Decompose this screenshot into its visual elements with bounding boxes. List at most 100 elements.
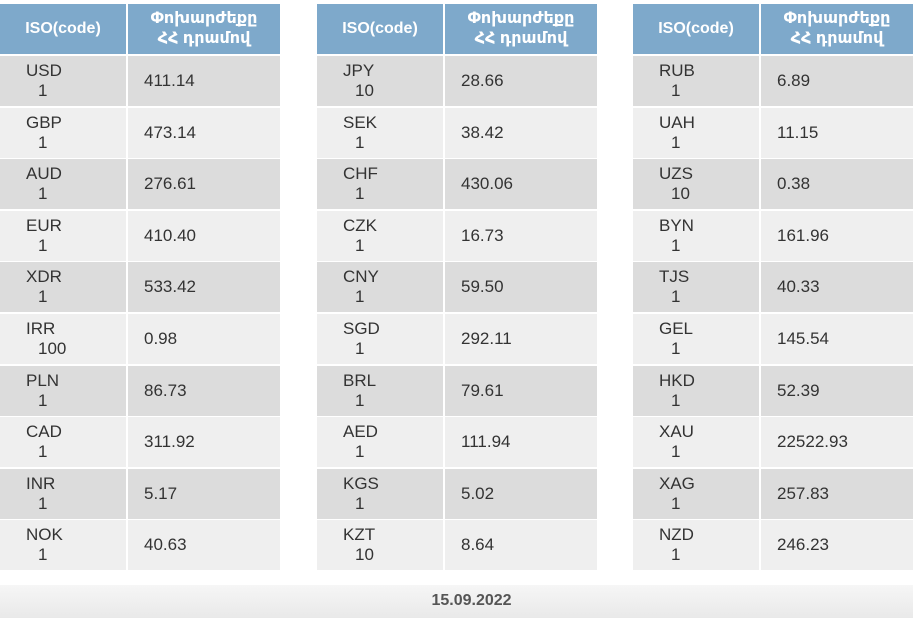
table-row: UAH 1 11.15	[633, 107, 913, 158]
exchange-rate-value: 8.64	[445, 520, 597, 571]
exchange-rate-value: 0.38	[761, 159, 913, 210]
exchange-rate-value: 86.73	[128, 365, 280, 416]
header-iso-code: ISO(code)	[633, 4, 759, 54]
currency-iso: NZD	[659, 525, 694, 545]
currency-units: 1	[355, 390, 365, 410]
exchange-rate-value: 59.50	[445, 262, 597, 313]
currency-units: 1	[38, 235, 48, 255]
table-row: USD 1 411.14	[0, 56, 280, 106]
header-rate-line1: Փոխարժեքը	[783, 10, 891, 27]
currency-code-cell: AUD 1	[0, 159, 126, 210]
header-iso-code: ISO(code)	[317, 4, 443, 54]
currency-code-cell: CAD 1	[0, 417, 126, 468]
exchange-rate-value: 5.02	[445, 468, 597, 519]
table-row: XDR 1 533.42	[0, 262, 280, 313]
currency-units: 1	[671, 235, 681, 255]
table-row: KZT 10 8.64	[317, 520, 597, 571]
currency-code-cell: RUB 1	[633, 56, 759, 106]
currency-iso: EUR	[26, 215, 62, 235]
currency-code-cell: PLN 1	[0, 365, 126, 416]
table-row: IRR 100 0.98	[0, 313, 280, 364]
currency-iso: SGD	[343, 318, 380, 338]
header-rate-line1: Փոխարժեքը	[467, 10, 575, 27]
exchange-rate-value: 246.23	[761, 520, 913, 571]
header-rate-line2: ՀՀ դրամով	[474, 30, 568, 47]
currency-iso: XAU	[659, 422, 694, 442]
header-rate: Փոխարժեքը ՀՀ դրամով	[128, 4, 280, 54]
currency-iso: INR	[26, 473, 56, 493]
currency-units: 1	[355, 338, 365, 358]
currency-iso: GEL	[659, 318, 694, 338]
currency-iso: BYN	[659, 215, 694, 235]
table-row: SEK 1 38.42	[317, 107, 597, 158]
currency-code-cell: BYN 1	[633, 210, 759, 261]
header-rate-line2: ՀՀ դրամով	[157, 30, 251, 47]
currency-units: 1	[671, 442, 681, 462]
currency-iso: NOK	[26, 525, 63, 545]
exchange-rate-value: 11.15	[761, 107, 913, 158]
table-row: RUB 1 6.89	[633, 56, 913, 106]
currency-units: 1	[671, 81, 681, 100]
table-row: CAD 1 311.92	[0, 417, 280, 468]
currency-code-cell: CZK 1	[317, 210, 443, 261]
currency-code-cell: IRR 100	[0, 313, 126, 364]
currency-iso: TJS	[659, 267, 690, 287]
currency-units: 10	[355, 81, 374, 100]
exchange-rate-value: 276.61	[128, 159, 280, 210]
exchange-rate-value: 473.14	[128, 107, 280, 158]
rate-table-1: ISO(code) Փոխարժեքը ՀՀ դրամով USD 1 411.14…	[0, 4, 280, 572]
exchange-rate-value: 430.06	[445, 159, 597, 210]
currency-code-cell: XDR 1	[0, 262, 126, 313]
currency-code-cell: GEL 1	[633, 313, 759, 364]
table-row: GBP 1 473.14	[0, 107, 280, 158]
exchange-rate-value: 40.33	[761, 262, 913, 313]
currency-code-cell: EUR 1	[0, 210, 126, 261]
currency-iso: JPY	[343, 61, 375, 80]
currency-iso: CAD	[26, 422, 62, 442]
currency-units: 10	[355, 545, 374, 565]
exchange-rate-value: 0.98	[128, 313, 280, 364]
table-row: BRL 1 79.61	[317, 365, 597, 416]
currency-units: 1	[355, 132, 365, 152]
currency-iso: UZS	[659, 164, 693, 184]
currency-units: 1	[355, 184, 365, 204]
currency-code-cell: XAG 1	[633, 468, 759, 519]
currency-code-cell: GBP 1	[0, 107, 126, 158]
currency-units: 1	[38, 184, 48, 204]
currency-iso: KGS	[343, 473, 379, 493]
table-row: CNY 1 59.50	[317, 262, 597, 313]
rates-date: 15.09.2022	[431, 592, 512, 609]
currency-iso: HKD	[659, 370, 695, 390]
currency-iso: PLN	[26, 370, 60, 390]
currency-code-cell: SGD 1	[317, 313, 443, 364]
table-row: CZK 1 16.73	[317, 210, 597, 261]
currency-iso: XAG	[659, 473, 695, 493]
header-rate-line1: Փոխարժեքը	[150, 10, 258, 27]
currency-iso: SEK	[343, 112, 378, 132]
currency-code-cell: USD 1	[0, 56, 126, 106]
currency-iso: AED	[343, 422, 378, 442]
currency-code-cell: CHF 1	[317, 159, 443, 210]
currency-code-cell: AED 1	[317, 417, 443, 468]
currency-units: 1	[355, 493, 365, 513]
exchange-rate-value: 22522.93	[761, 417, 913, 468]
table-row: KGS 1 5.02	[317, 468, 597, 519]
table-row: XAU 1 22522.93	[633, 417, 913, 468]
currency-code-cell: HKD 1	[633, 365, 759, 416]
exchange-rate-value: 5.17	[128, 468, 280, 519]
table-row: GEL 1 145.54	[633, 313, 913, 364]
currency-code-cell: JPY 10	[317, 56, 443, 106]
currency-code-cell: SEK 1	[317, 107, 443, 158]
currency-units: 1	[671, 390, 681, 410]
exchange-rate-value: 311.92	[128, 417, 280, 468]
header-rate: Փոխարժեքը ՀՀ դրամով	[761, 4, 913, 54]
header-rate-line2: ՀՀ դրամով	[790, 30, 884, 47]
table-row: BYN 1 161.96	[633, 210, 913, 261]
currency-units: 1	[38, 132, 48, 152]
currency-units: 1	[38, 390, 48, 410]
exchange-rate-value: 533.42	[128, 262, 280, 313]
exchange-rate-value: 411.14	[128, 56, 280, 106]
exchange-rate-value: 257.83	[761, 468, 913, 519]
header-iso-code: ISO(code)	[0, 4, 126, 54]
exchange-rate-value: 40.63	[128, 520, 280, 571]
